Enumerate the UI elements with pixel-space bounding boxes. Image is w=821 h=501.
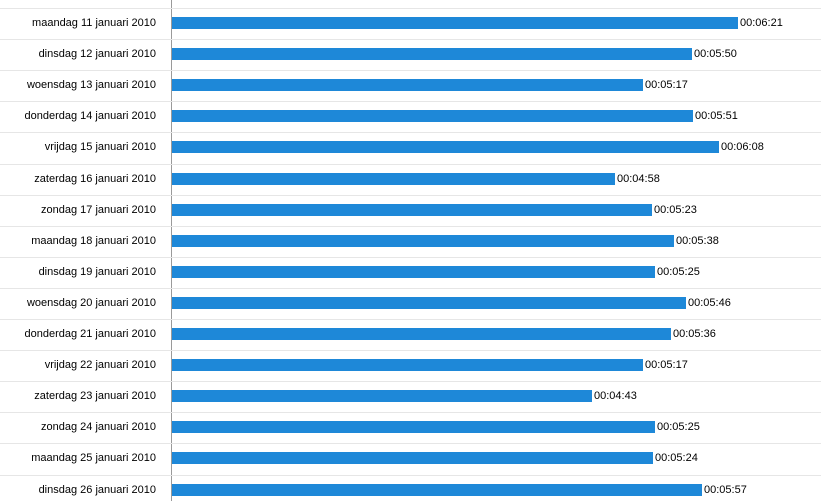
bar-value-label: 00:05:17	[645, 359, 688, 371]
bar-value-label: 00:05:17	[645, 79, 688, 91]
row-separator	[0, 226, 821, 227]
bar	[172, 79, 643, 91]
category-label: donderdag 21 januari 2010	[24, 328, 156, 340]
category-label: dinsdag 19 januari 2010	[38, 266, 156, 278]
row-separator	[0, 319, 821, 320]
row-separator	[0, 8, 821, 9]
bar-value-label: 00:06:21	[740, 17, 783, 29]
category-label: zondag 24 januari 2010	[41, 421, 156, 433]
bar-value-label: 00:05:25	[657, 421, 700, 433]
bar-value-label: 00:05:23	[654, 204, 697, 216]
category-label: maandag 25 januari 2010	[31, 452, 156, 464]
row-separator	[0, 443, 821, 444]
bar	[172, 452, 653, 464]
row-separator	[0, 412, 821, 413]
bar-value-label: 00:05:51	[695, 110, 738, 122]
bar	[172, 110, 693, 122]
row-separator	[0, 257, 821, 258]
row-separator	[0, 39, 821, 40]
bar-value-label: 00:05:24	[655, 452, 698, 464]
row-separator	[0, 381, 821, 382]
bar-value-label: 00:04:58	[617, 173, 660, 185]
row-separator	[0, 195, 821, 196]
category-label: zaterdag 16 januari 2010	[34, 173, 156, 185]
category-label: maandag 11 januari 2010	[32, 17, 156, 29]
bar	[172, 484, 702, 496]
bar	[172, 141, 719, 153]
row-separator	[0, 475, 821, 476]
category-label: woensdag 20 januari 2010	[26, 297, 156, 309]
bar-value-label: 00:05:36	[673, 328, 716, 340]
bar-value-label: 00:04:43	[594, 390, 637, 402]
row-separator	[0, 164, 821, 165]
row-separator	[0, 288, 821, 289]
y-axis-line	[171, 0, 172, 501]
bar	[172, 359, 643, 371]
category-label: zaterdag 23 januari 2010	[34, 390, 156, 402]
bar	[172, 421, 655, 433]
bar-value-label: 00:05:46	[688, 297, 731, 309]
bar	[172, 328, 671, 340]
category-label: woensdag 13 januari 2010	[26, 79, 156, 91]
bar	[172, 235, 674, 247]
category-label: zondag 17 januari 2010	[41, 204, 156, 216]
bar	[172, 204, 652, 216]
category-label: vrijdag 15 januari 2010	[44, 141, 156, 153]
bar-value-label: 00:05:38	[676, 235, 719, 247]
bar	[172, 173, 615, 185]
bar	[172, 390, 592, 402]
row-separator	[0, 350, 821, 351]
bar	[172, 266, 655, 278]
bar-value-label: 00:05:25	[657, 266, 700, 278]
row-separator	[0, 101, 821, 102]
category-label: maandag 18 januari 2010	[31, 235, 156, 247]
category-label: dinsdag 12 januari 2010	[38, 48, 156, 60]
bar	[172, 297, 686, 309]
bar	[172, 17, 738, 29]
bar-value-label: 00:05:57	[704, 484, 747, 496]
bar-value-label: 00:06:08	[721, 141, 764, 153]
category-label: donderdag 14 januari 2010	[24, 110, 156, 122]
row-separator	[0, 132, 821, 133]
category-label: dinsdag 26 januari 2010	[38, 484, 156, 496]
bar	[172, 48, 692, 60]
category-label: vrijdag 22 januari 2010	[44, 359, 156, 371]
bar-value-label: 00:05:50	[694, 48, 737, 60]
row-separator	[0, 70, 821, 71]
